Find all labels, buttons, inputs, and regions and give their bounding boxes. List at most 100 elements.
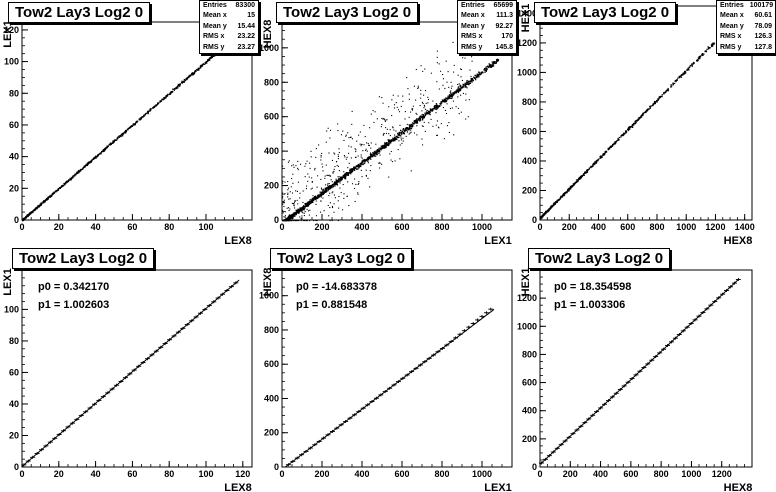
scatter-point (209, 57, 211, 59)
scatter-point (586, 169, 589, 171)
scatter-point (97, 154, 99, 156)
scatter-outlier (432, 100, 434, 102)
scatter-outlier (284, 181, 286, 183)
scatter-point (296, 211, 298, 214)
scatter-outlier (297, 209, 299, 211)
scatter-point (553, 203, 556, 206)
scatter-point (676, 79, 678, 81)
scatter-point (112, 141, 115, 143)
scatter-point (358, 166, 360, 168)
scatter-point (631, 124, 634, 126)
scatter-outlier (331, 181, 333, 183)
scatter-point (387, 143, 389, 145)
scatter-point (466, 79, 468, 82)
scatter-point (696, 59, 699, 61)
scatter-point (703, 53, 705, 55)
scatter-point (353, 166, 355, 168)
scatter-point (705, 50, 708, 53)
scatter-point (178, 84, 180, 86)
scatter-point (321, 191, 323, 193)
scatter-point (614, 143, 616, 145)
scatter-point (604, 151, 607, 154)
scatter-point (649, 106, 651, 108)
scatter-outlier (461, 79, 463, 82)
scatter-outlier (395, 102, 397, 104)
scatter-point (569, 187, 571, 190)
scatter-outlier (393, 129, 395, 131)
scatter-outlier (312, 195, 314, 197)
scatter-outlier (287, 187, 290, 189)
scatter-outlier (393, 107, 396, 109)
scatter-outlier (391, 161, 393, 163)
scatter-point (295, 213, 297, 215)
scatter-point (406, 131, 409, 133)
x-tick-label: 40 (91, 469, 101, 479)
scatter-point (327, 187, 329, 189)
scatter-outlier (358, 180, 360, 183)
scatter-point (661, 94, 663, 96)
scatter-point (100, 152, 102, 154)
scatter-point (312, 199, 315, 202)
scatter-outlier (346, 156, 348, 158)
scatter-outlier (399, 158, 401, 160)
scatter-outlier (337, 176, 339, 178)
scatter-point (162, 98, 165, 101)
scatter-outlier (335, 161, 338, 163)
scatter-outlier (383, 132, 385, 135)
scatter-point (400, 135, 402, 137)
scatter-outlier (423, 121, 425, 123)
plot-title: Tow2 Lay3 Log2 0 (12, 248, 155, 269)
scatter-point (323, 192, 325, 195)
scatter-point (667, 90, 669, 92)
scatter-point (474, 78, 477, 81)
scatter-point (319, 191, 321, 193)
scatter-point (320, 193, 323, 195)
scatter-outlier (361, 176, 363, 178)
scatter-outlier (339, 182, 341, 184)
scatter-point (368, 157, 370, 159)
scatter-outlier (413, 132, 416, 134)
scatter-point (616, 140, 618, 142)
scatter-point (612, 143, 615, 145)
x-tick-label: 800 (434, 469, 449, 479)
scatter-outlier (287, 196, 289, 198)
scatter-point (60, 186, 62, 188)
fit-p1: p1 = 1.003306 (554, 299, 626, 311)
scatter-point (323, 190, 326, 192)
scatter-outlier (384, 120, 386, 122)
scatter-outlier (289, 198, 291, 200)
scatter-point (343, 176, 345, 178)
x-tick-label: 80 (164, 222, 174, 232)
scatter-point (593, 164, 595, 166)
scatter-point (684, 70, 686, 73)
scatter-point (605, 150, 608, 153)
scatter-outlier (382, 134, 384, 136)
scatter-point (291, 214, 293, 216)
scatter-point (324, 189, 326, 191)
panel-hex1-vs-hex8-scatter: 0 200 400 600 800 1000 1200 1400 0 200 400 600 800 10… (516, 0, 776, 247)
scatter-point (467, 81, 469, 84)
y-tick-label: 800 (264, 77, 279, 87)
scatter-point (94, 157, 96, 159)
x-tick-label: 800 (654, 469, 669, 479)
y-axis-label: LEX1 (2, 20, 14, 48)
scatter-outlier (299, 216, 301, 218)
scatter-point (422, 117, 424, 119)
scatter-point (701, 53, 704, 55)
scatter-point (468, 83, 470, 86)
scatter-point (346, 172, 349, 174)
scatter-point (382, 145, 384, 147)
scatter-point (699, 55, 702, 57)
scatter-point (578, 178, 580, 181)
scatter-point (558, 199, 560, 201)
scatter-point (341, 177, 343, 179)
scatter-point (711, 45, 714, 47)
scatter-point (26, 214, 29, 216)
scatter-point (541, 215, 543, 217)
plot-title: Tow2 Lay3 Log2 0 (276, 2, 419, 23)
scatter-point (474, 77, 476, 79)
scatter-point (106, 147, 108, 149)
scatter-outlier (351, 110, 353, 112)
scatter-point (82, 166, 84, 169)
scatter-point (343, 175, 346, 177)
